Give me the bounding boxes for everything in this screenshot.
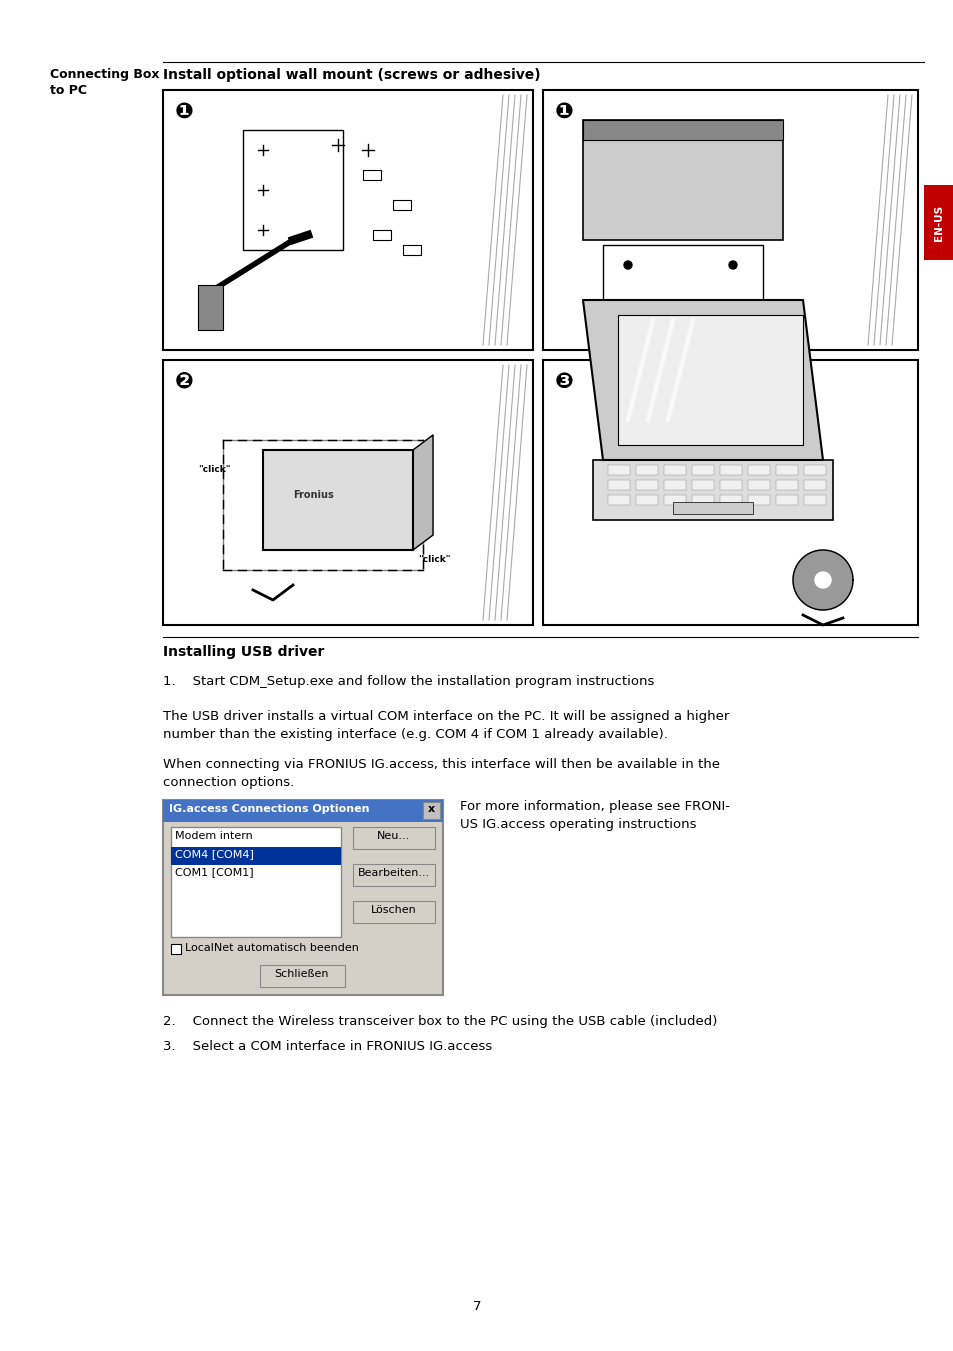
Bar <box>353 901 435 923</box>
Text: Fronius: Fronius <box>293 490 334 500</box>
Text: Modem intern: Modem intern <box>174 831 253 842</box>
Text: Neu...: Neu... <box>377 831 410 842</box>
Bar <box>542 359 917 626</box>
Bar <box>636 494 658 505</box>
Bar <box>747 494 769 505</box>
Bar <box>636 465 658 476</box>
Bar <box>422 802 439 819</box>
Text: 7: 7 <box>473 1300 480 1313</box>
Bar <box>618 315 802 444</box>
Bar <box>720 465 741 476</box>
Bar <box>393 200 411 209</box>
Bar <box>582 120 782 141</box>
Text: The USB driver installs a virtual COM interface on the PC. It will be assigned a: The USB driver installs a virtual COM in… <box>163 711 729 740</box>
Bar <box>593 459 832 520</box>
Text: 2.    Connect the Wireless transceiver box to the PC using the USB cable (includ: 2. Connect the Wireless transceiver box … <box>163 1015 717 1028</box>
Text: Löschen: Löschen <box>371 905 416 915</box>
Bar <box>353 827 435 848</box>
Text: When connecting via FRONIUS IG.access, this interface will then be available in : When connecting via FRONIUS IG.access, t… <box>163 758 720 789</box>
Bar <box>260 965 345 988</box>
Bar <box>803 480 825 490</box>
Text: 3.    Select a COM interface in FRONIUS IG.access: 3. Select a COM interface in FRONIUS IG.… <box>163 1040 492 1052</box>
Bar <box>198 285 223 330</box>
Bar <box>163 800 442 994</box>
Bar <box>542 91 917 350</box>
Text: COM4 [COM4]: COM4 [COM4] <box>174 848 253 859</box>
Bar <box>607 480 629 490</box>
Polygon shape <box>413 435 433 550</box>
Bar <box>171 944 181 954</box>
Text: Bearbeiten...: Bearbeiten... <box>357 867 430 878</box>
Bar <box>223 440 422 570</box>
Text: Connecting Box
to PC: Connecting Box to PC <box>50 68 159 97</box>
Text: Install optional wall mount (screws or adhesive): Install optional wall mount (screws or a… <box>163 68 540 82</box>
Text: Schließen: Schließen <box>274 969 329 979</box>
Bar <box>923 185 953 259</box>
Text: ❶: ❶ <box>555 101 574 122</box>
Text: ❷: ❷ <box>174 372 193 392</box>
Text: Installing USB driver: Installing USB driver <box>163 644 324 659</box>
Bar <box>636 480 658 490</box>
Bar <box>672 503 752 513</box>
Bar <box>163 91 533 350</box>
Polygon shape <box>814 571 830 588</box>
Bar <box>691 465 713 476</box>
Bar <box>691 480 713 490</box>
Text: "click": "click" <box>198 465 231 474</box>
Bar <box>803 494 825 505</box>
Text: IG.access Connections Optionen: IG.access Connections Optionen <box>169 804 369 815</box>
Bar <box>720 494 741 505</box>
Bar <box>691 494 713 505</box>
Bar <box>171 847 340 865</box>
Bar <box>171 827 340 938</box>
Text: ❶: ❶ <box>174 101 193 122</box>
Bar <box>163 359 533 626</box>
Polygon shape <box>792 550 852 611</box>
Bar <box>263 450 413 550</box>
Text: COM1 [COM1]: COM1 [COM1] <box>174 867 253 877</box>
Bar <box>775 465 797 476</box>
Polygon shape <box>582 300 822 459</box>
Bar <box>607 494 629 505</box>
Bar <box>747 465 769 476</box>
Bar <box>775 480 797 490</box>
Text: LocalNet automatisch beenden: LocalNet automatisch beenden <box>185 943 358 952</box>
Bar <box>353 865 435 886</box>
Text: 1.    Start CDM_Setup.exe and follow the installation program instructions: 1. Start CDM_Setup.exe and follow the in… <box>163 676 654 688</box>
Bar <box>747 480 769 490</box>
Bar <box>803 465 825 476</box>
Bar <box>602 245 762 326</box>
Bar <box>663 494 685 505</box>
Circle shape <box>728 261 737 269</box>
Bar <box>663 480 685 490</box>
Bar <box>163 800 442 821</box>
Bar <box>402 245 420 255</box>
Bar <box>663 465 685 476</box>
Text: "click": "click" <box>417 555 450 563</box>
Circle shape <box>623 261 631 269</box>
Bar <box>363 170 380 180</box>
Bar <box>607 465 629 476</box>
Text: EN-US: EN-US <box>933 204 943 240</box>
Bar <box>775 494 797 505</box>
Bar <box>373 230 391 240</box>
Bar <box>720 480 741 490</box>
Text: x: x <box>427 804 435 815</box>
Text: For more information, please see FRONI-
US IG.access operating instructions: For more information, please see FRONI- … <box>459 800 729 831</box>
Text: ❸: ❸ <box>555 372 574 392</box>
Bar <box>243 130 343 250</box>
Bar <box>582 120 782 240</box>
